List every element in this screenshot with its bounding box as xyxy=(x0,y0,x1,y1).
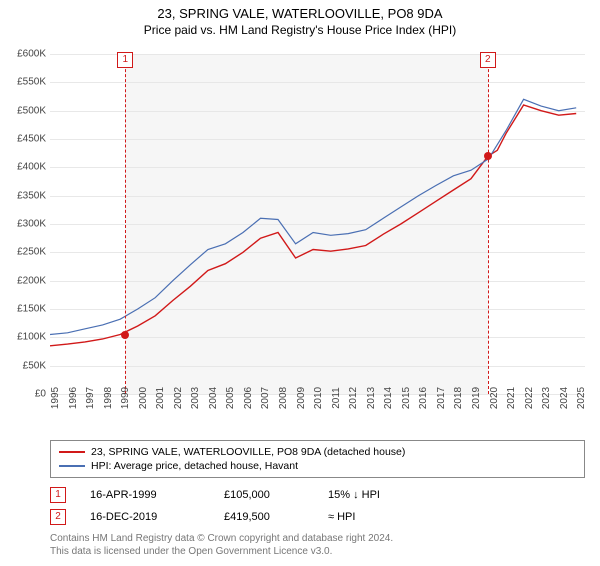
x-tick-label: 2025 xyxy=(576,387,587,409)
x-tick-label: 2000 xyxy=(138,387,149,409)
legend-label: 23, SPRING VALE, WATERLOOVILLE, PO8 9DA … xyxy=(91,446,405,458)
y-tick-label: £500K xyxy=(0,105,46,116)
y-tick-label: £450K xyxy=(0,134,46,145)
x-tick-label: 2020 xyxy=(489,387,500,409)
y-tick-label: £550K xyxy=(0,77,46,88)
chart-subtitle: Price paid vs. HM Land Registry's House … xyxy=(0,23,600,37)
annotation-row: 2 16-DEC-2019 £419,500 ≈ HPI xyxy=(50,506,585,528)
y-tick-label: £50K xyxy=(0,360,46,371)
marker-box: 2 xyxy=(480,52,496,68)
annotation-date: 16-DEC-2019 xyxy=(90,511,200,523)
x-tick-label: 2014 xyxy=(383,387,394,409)
legend: 23, SPRING VALE, WATERLOOVILLE, PO8 9DA … xyxy=(50,440,585,478)
annotation-delta: 15% ↓ HPI xyxy=(328,489,438,501)
y-tick-label: £250K xyxy=(0,247,46,258)
annotation-marker: 1 xyxy=(50,487,66,503)
legend-row: HPI: Average price, detached house, Hava… xyxy=(59,459,576,473)
legend-row: 23, SPRING VALE, WATERLOOVILLE, PO8 9DA … xyxy=(59,445,576,459)
x-tick-label: 2003 xyxy=(190,387,201,409)
x-tick-label: 2019 xyxy=(471,387,482,409)
annotation-delta: ≈ HPI xyxy=(328,511,438,523)
marker-vline xyxy=(488,54,489,394)
marker-vline xyxy=(125,54,126,394)
footnote-line: This data is licensed under the Open Gov… xyxy=(50,545,585,558)
x-tick-label: 1999 xyxy=(120,387,131,409)
plot-area: 12 xyxy=(50,54,585,394)
x-tick-label: 2015 xyxy=(401,387,412,409)
y-tick-label: £300K xyxy=(0,219,46,230)
x-tick-label: 2010 xyxy=(313,387,324,409)
x-tick-label: 2016 xyxy=(418,387,429,409)
series-line xyxy=(50,105,576,346)
x-tick-label: 2023 xyxy=(541,387,552,409)
y-tick-label: £350K xyxy=(0,190,46,201)
x-tick-label: 2017 xyxy=(436,387,447,409)
y-tick-label: £100K xyxy=(0,332,46,343)
x-tick-label: 2005 xyxy=(225,387,236,409)
x-tick-label: 2022 xyxy=(524,387,535,409)
series-line xyxy=(50,99,576,334)
x-tick-label: 1998 xyxy=(103,387,114,409)
x-tick-label: 2009 xyxy=(296,387,307,409)
x-tick-label: 1995 xyxy=(50,387,61,409)
x-tick-label: 2007 xyxy=(260,387,271,409)
marker-dot xyxy=(121,331,129,339)
x-tick-label: 2018 xyxy=(453,387,464,409)
y-tick-label: £400K xyxy=(0,162,46,173)
x-tick-label: 2001 xyxy=(155,387,166,409)
chart-title: 23, SPRING VALE, WATERLOOVILLE, PO8 9DA xyxy=(0,6,600,21)
y-tick-label: £150K xyxy=(0,304,46,315)
annotation-row: 1 16-APR-1999 £105,000 15% ↓ HPI xyxy=(50,484,585,506)
x-tick-label: 2021 xyxy=(506,387,517,409)
chart: £0 £50K £100K £150K £200K £250K £300K £350K £400… xyxy=(0,46,600,436)
annotation-price: £105,000 xyxy=(224,489,304,501)
y-tick-label: £600K xyxy=(0,49,46,60)
footnote: Contains HM Land Registry data © Crown c… xyxy=(50,532,585,558)
legend-label: HPI: Average price, detached house, Hava… xyxy=(91,460,298,472)
legend-swatch xyxy=(59,451,85,453)
x-tick-label: 1996 xyxy=(68,387,79,409)
x-tick-label: 2024 xyxy=(559,387,570,409)
x-tick-label: 2002 xyxy=(173,387,184,409)
annotation-price: £419,500 xyxy=(224,511,304,523)
marker-box: 1 xyxy=(117,52,133,68)
annotation-date: 16-APR-1999 xyxy=(90,489,200,501)
annotation-table: 1 16-APR-1999 £105,000 15% ↓ HPI 2 16-DEC-201… xyxy=(50,484,585,528)
legend-swatch xyxy=(59,465,85,467)
x-tick-label: 2004 xyxy=(208,387,219,409)
x-tick-label: 2013 xyxy=(366,387,377,409)
annotation-marker: 2 xyxy=(50,509,66,525)
x-tick-label: 2006 xyxy=(243,387,254,409)
x-tick-label: 1997 xyxy=(85,387,96,409)
footnote-line: Contains HM Land Registry data © Crown c… xyxy=(50,532,585,545)
x-tick-label: 2008 xyxy=(278,387,289,409)
marker-dot xyxy=(484,152,492,160)
x-tick-label: 2011 xyxy=(331,387,342,409)
x-tick-label: 2012 xyxy=(348,387,359,409)
y-tick-label: £0 xyxy=(0,389,46,400)
y-tick-label: £200K xyxy=(0,275,46,286)
